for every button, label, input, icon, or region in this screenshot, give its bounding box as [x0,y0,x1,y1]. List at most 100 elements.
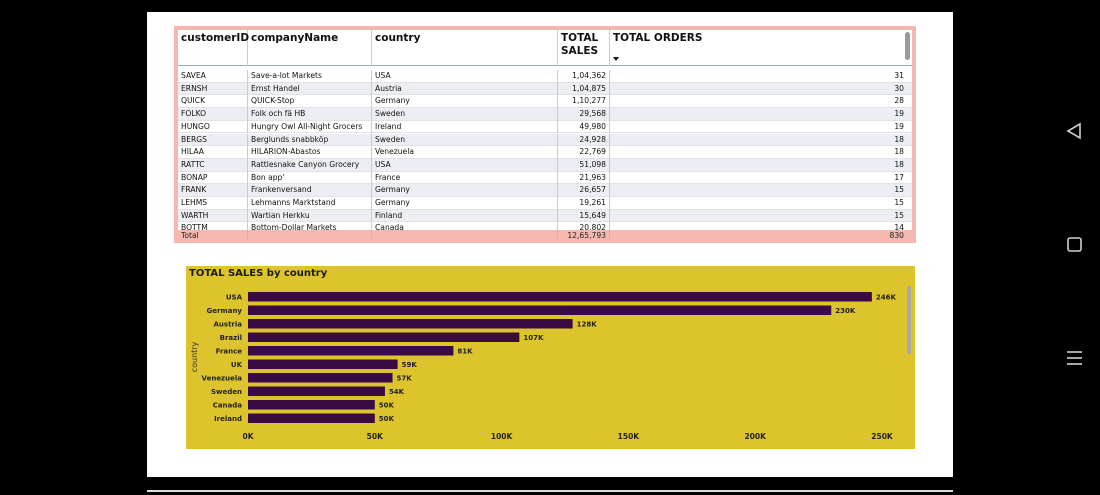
cell-total-sales: 1,04,875 [558,82,610,96]
table-row[interactable]: RATTC Rattlesnake Canyon Grocery USA 51,098… [178,158,912,172]
table-row[interactable]: FOLKO Folk och fä HB Sweden 29,568 19 [178,108,912,121]
table-header: customerID companyName country TOTAL SAL… [178,30,912,66]
data-label: 81K [457,348,473,356]
cell-customerid: RATTC [178,158,248,172]
cell-total-sales: 49,980 [558,120,610,134]
cell-companyname: Rattlesnake Canyon Grocery [248,158,372,172]
table-total-row: Total 12,65,793 830 [178,230,912,239]
back-icon[interactable] [1062,121,1086,141]
category-label: Venezuela [202,375,243,383]
category-label: Brazil [220,334,242,342]
chart-plot: country USA 246K Germany 230K Austria 128K Braz… [190,292,897,441]
bar[interactable] [248,346,454,356]
bar[interactable] [248,400,375,410]
sales-by-country-chart[interactable]: TOTAL SALES by country country USA 246K Ger… [186,266,915,449]
cell-customerid: FRANK [178,184,248,197]
cell-total-orders: 15 [894,185,904,195]
cell-customerid: HILAA [178,146,248,159]
cell-total-sales: 24,928 [558,133,610,147]
bar[interactable] [248,413,375,424]
cell-total-orders: 18 [894,147,904,157]
bar[interactable] [248,292,872,302]
table-row[interactable]: BONAP Bon app' France 21,963 17 [178,171,912,185]
data-label: 54K [389,388,405,396]
cell-country: Ireland [372,120,558,134]
category-label: Canada [213,402,243,410]
cell-customerid: FOLKO [178,108,248,121]
data-label: 59K [402,361,418,369]
cell-country: Venezuela [372,146,558,159]
menu-icon[interactable] [1062,349,1086,369]
cell-total-orders: 28 [894,96,904,106]
bottom-divider [147,490,953,492]
table-scrollbar[interactable] [905,32,910,60]
col-header-country[interactable]: country [372,30,558,66]
cell-companyname: Wartian Herkku [248,209,372,223]
col-header-companyname[interactable]: companyName [248,30,372,66]
bar[interactable] [248,305,832,316]
cell-total-orders: 19 [894,109,904,119]
cell-customerid: BONAP [178,171,248,185]
x-tick-label: 150K [618,432,641,441]
data-label: 128K [577,321,598,329]
x-tick-label: 200K [744,432,767,441]
data-label: 107K [523,334,544,342]
table-row[interactable]: HUNGO Hungry Owl All-Night Grocers Ireland… [178,120,912,134]
cell-companyname: Hungry Owl All-Night Grocers [248,120,372,134]
cell-total-orders: 15 [894,198,904,207]
col-header-total-orders-label: TOTAL ORDERS [613,32,703,44]
category-label: France [216,348,243,356]
bar[interactable] [248,359,398,370]
customer-table-visual[interactable]: customerID companyName country TOTAL SAL… [174,26,916,243]
chart-title: TOTAL SALES by country [189,268,328,279]
total-empty-country [372,230,558,239]
x-tick-label: 250K [871,432,894,441]
col-header-total-orders[interactable]: TOTAL ORDERS [610,30,906,66]
home-square-icon[interactable] [1062,235,1086,255]
cell-total-sales: 22,769 [558,146,610,159]
cell-country: USA [372,70,558,83]
cell-total-orders: 18 [894,159,904,169]
col-header-total-sales[interactable]: TOTAL SALES [558,30,610,66]
table-row[interactable]: BERGS Berglunds snabbköp Sweden 24,928 18 [178,133,912,147]
table-row[interactable]: LEHMS Lehmanns Marktstand Germany 19,261 15 [178,197,912,210]
col-header-customerid[interactable]: customerID [178,30,249,66]
table-row[interactable]: ERNSH Ernst Handel Austria 1,04,875 30 [178,82,912,96]
category-label: UK [231,361,243,369]
bar[interactable] [248,386,385,397]
cell-total-sales: 29,568 [558,108,610,121]
total-sales-value: 12,65,793 [558,230,610,239]
cell-companyname: Bon app' [248,171,372,185]
category-label: Sweden [211,388,242,396]
cell-total-sales: 1,04,362 [558,70,610,83]
bar[interactable] [248,332,520,343]
sort-descending-icon[interactable] [613,57,619,61]
category-label: USA [226,294,243,302]
cell-companyname: Frankenversand [248,184,372,197]
table-row[interactable]: SAVEA Save-a-lot Markets USA 1,04,362 31 [178,70,912,83]
bar[interactable] [248,319,573,329]
cell-total-sales: 20,802 [558,222,610,236]
cell-country: Austria [372,82,558,96]
cell-companyname: Lehmanns Marktstand [248,197,372,210]
bar[interactable] [248,373,393,383]
total-orders-value: 830 [889,231,905,239]
chart-scrollbar[interactable] [907,286,911,354]
cell-total-orders: 19 [894,121,904,131]
table-row[interactable]: FRANK Frankenversand Germany 26,657 15 [178,184,912,197]
cell-companyname: QUICK-Stop [248,95,372,109]
table-row[interactable]: HILAA HILARION-Abastos Venezuela 22,769 18 [178,146,912,159]
data-label: 246K [876,294,897,302]
category-label: Austria [214,321,243,329]
table-row[interactable]: WARTH Wartian Herkku Finland 15,649 15 [178,209,912,223]
cell-customerid: HUNGO [178,120,248,134]
cell-total-sales: 51,098 [558,158,610,172]
cell-country: Canada [372,222,558,236]
x-tick-label: 50K [367,432,384,441]
cell-country: Sweden [372,133,558,147]
table-row[interactable]: QUICK QUICK-Stop Germany 1,10,277 28 [178,95,912,109]
cell-companyname: HILARION-Abastos [248,146,372,159]
cell-country: Sweden [372,108,558,121]
cell-companyname: Save-a-lot Markets [248,70,372,83]
cell-country: Germany [372,197,558,210]
